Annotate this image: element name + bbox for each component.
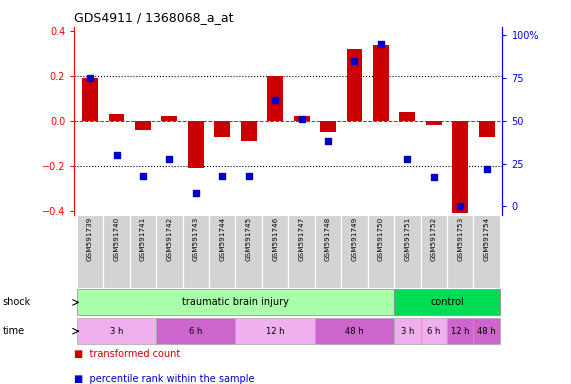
Bar [108,114,124,121]
Point [297,116,306,122]
Text: GSM591753: GSM591753 [457,217,463,262]
Text: GSM591751: GSM591751 [404,217,411,262]
Bar [341,215,368,288]
Text: GSM591739: GSM591739 [87,217,93,262]
Text: 12 h: 12 h [266,327,284,336]
Bar [447,318,473,344]
Bar [77,290,394,315]
Text: GSM591742: GSM591742 [166,217,172,262]
Point [376,41,385,47]
Point [429,174,439,180]
Text: GSM591749: GSM591749 [351,217,357,262]
Text: ■  percentile rank within the sample: ■ percentile rank within the sample [74,374,255,384]
Bar [452,121,468,213]
Bar [394,215,420,288]
Bar [209,215,235,288]
Text: 3 h: 3 h [401,327,414,336]
Bar [235,318,315,344]
Text: shock: shock [3,297,31,308]
Text: GSM591750: GSM591750 [378,217,384,262]
Bar [373,45,389,121]
Bar [214,121,230,137]
Text: ■  transformed count: ■ transformed count [74,349,180,359]
Text: GSM591744: GSM591744 [219,217,226,262]
Text: 6 h: 6 h [427,327,440,336]
Text: 3 h: 3 h [110,327,123,336]
Point [112,152,121,158]
Point [350,58,359,64]
Point [482,166,491,172]
Bar [156,318,235,344]
Bar [188,121,204,168]
Bar [235,215,262,288]
Bar [394,290,500,315]
Text: GSM591743: GSM591743 [193,217,199,262]
Text: GSM591747: GSM591747 [299,217,304,262]
Bar [399,112,415,121]
Point [191,190,200,196]
Bar [447,215,473,288]
Bar [135,121,151,130]
Bar [473,318,500,344]
Bar [162,116,178,121]
Text: 6 h: 6 h [189,327,203,336]
Point [86,75,95,81]
Bar [77,318,156,344]
Bar [426,121,442,126]
Point [218,173,227,179]
Bar [347,49,363,121]
Bar [420,215,447,288]
Point [403,156,412,162]
Bar [315,215,341,288]
Bar [156,215,183,288]
Bar [103,215,130,288]
Bar [420,318,447,344]
Bar [130,215,156,288]
Point [456,204,465,210]
Point [165,156,174,162]
Bar [473,215,500,288]
Bar [82,78,98,121]
Bar [315,318,394,344]
Text: GSM591746: GSM591746 [272,217,278,262]
Point [138,173,147,179]
Text: GSM591745: GSM591745 [246,217,252,262]
Text: GSM591752: GSM591752 [431,217,437,262]
Text: traumatic brain injury: traumatic brain injury [182,297,289,308]
Point [323,138,332,144]
Text: time: time [3,326,25,336]
Point [271,98,280,104]
Text: GSM591748: GSM591748 [325,217,331,262]
Bar [241,121,256,141]
Text: GSM591740: GSM591740 [114,217,119,262]
Point [244,173,254,179]
Bar [183,215,209,288]
Text: GSM591754: GSM591754 [484,217,489,262]
Text: control: control [430,297,464,308]
Text: 48 h: 48 h [477,327,496,336]
Bar [478,121,494,137]
Bar [288,215,315,288]
Bar [368,215,394,288]
Text: GDS4911 / 1368068_a_at: GDS4911 / 1368068_a_at [74,11,234,24]
Bar [262,215,288,288]
Text: 12 h: 12 h [451,327,469,336]
Bar [394,318,420,344]
Bar [320,121,336,132]
Bar [77,215,103,288]
Text: 48 h: 48 h [345,327,364,336]
Bar [267,76,283,121]
Text: GSM591741: GSM591741 [140,217,146,262]
Bar [293,116,309,121]
